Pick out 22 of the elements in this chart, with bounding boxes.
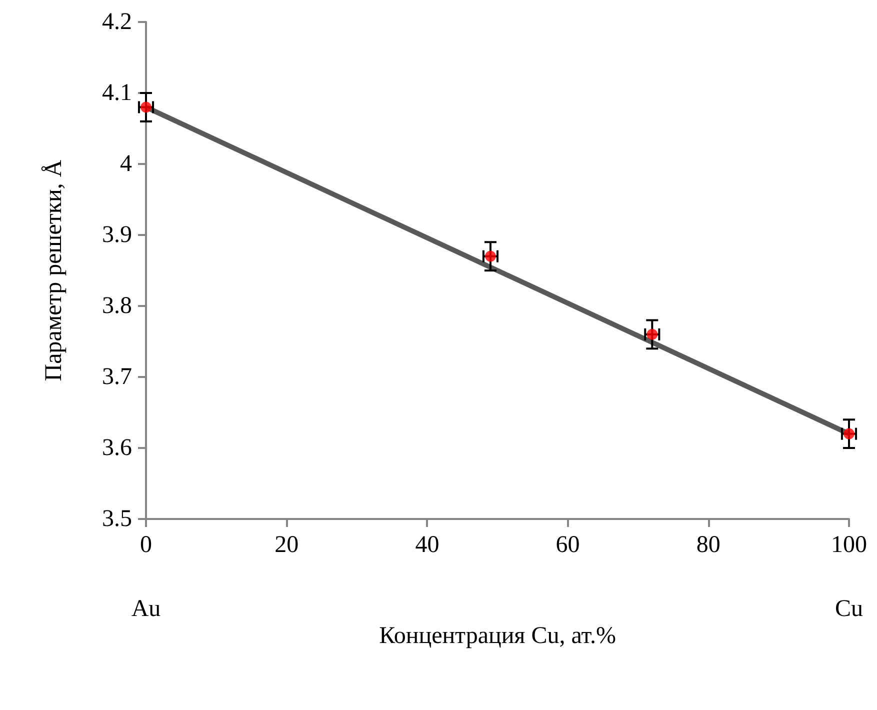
y-tick-label: 3.8 [102, 293, 132, 319]
y-tick-label: 4.2 [102, 9, 132, 35]
x-tick-label: 20 [274, 532, 299, 558]
x-tick-label: 80 [696, 532, 720, 558]
x-tick-label: 40 [415, 532, 440, 558]
y-tick-label: 4 [120, 151, 132, 177]
y-tick-label: 3.7 [102, 364, 132, 390]
point [484, 250, 496, 262]
y-tick-label: 3.6 [102, 435, 132, 461]
text: Au [131, 596, 161, 622]
y-tick-label: 3.9 [102, 222, 132, 248]
point [844, 428, 854, 440]
point [646, 328, 658, 340]
x-tick-label: 100 [831, 532, 867, 558]
y-axis-title: Параметр решетки, Å [41, 159, 67, 382]
x-tick-label: 60 [556, 532, 580, 558]
y-tick-label: 4.1 [102, 80, 132, 106]
y-tick-label: 3.5 [102, 506, 132, 532]
text: Cu [834, 596, 864, 622]
x-axis-title: Концентрация Cu, ат.% [379, 623, 616, 649]
x-tick-label: 0 [140, 532, 152, 558]
point [140, 102, 152, 113]
